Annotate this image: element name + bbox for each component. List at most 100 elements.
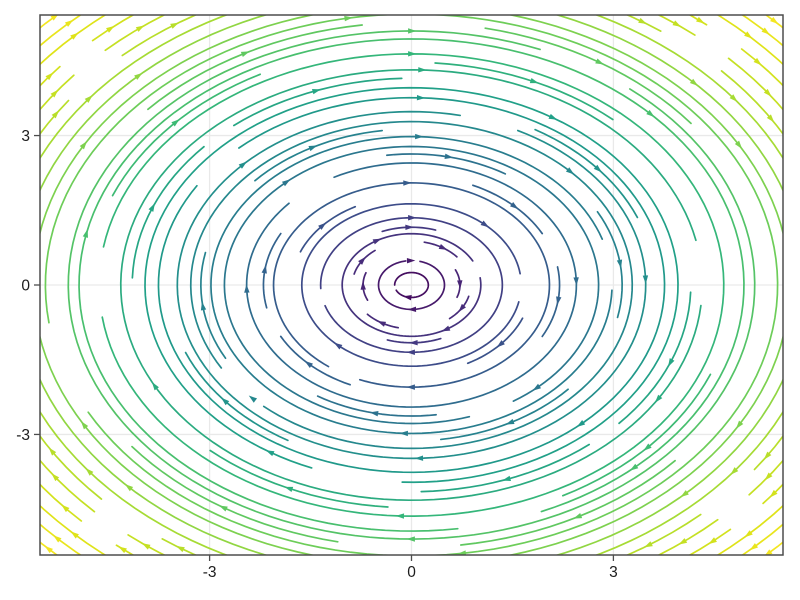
- flow-arrowhead: [304, 360, 313, 369]
- streamline-arc: [40, 15, 783, 555]
- flow-arrowhead: [708, 537, 717, 545]
- streamline-arc: [727, 57, 783, 111]
- streamline-arc: [625, 15, 662, 32]
- flow-arrowhead: [642, 275, 649, 284]
- flow-arrowhead: [654, 394, 663, 403]
- streamline-arc: [688, 15, 708, 26]
- flow-arrowhead: [529, 77, 539, 84]
- flow-arrowhead: [244, 284, 250, 293]
- flow-arrowhead: [416, 95, 426, 101]
- grid-lines: [40, 15, 783, 555]
- flow-arrowhead: [135, 25, 145, 32]
- streamline-arc: [40, 15, 82, 47]
- flow-arrowhead: [644, 541, 653, 548]
- streamline-arc: [554, 377, 783, 555]
- streamline-arc: [161, 538, 198, 555]
- streamline-arc: [561, 373, 712, 497]
- streamline-arc: [40, 483, 83, 522]
- streamline-arc: [434, 62, 614, 121]
- streamline-arc: [245, 162, 578, 408]
- flow-arrowhead: [61, 504, 70, 513]
- flow-arrowhead: [573, 513, 583, 519]
- streamline-arc: [40, 15, 269, 193]
- flow-arrowhead: [176, 546, 185, 553]
- streamline-arc: [223, 145, 600, 425]
- streamline-arc: [157, 96, 666, 474]
- y-tick-label: -3: [16, 427, 30, 444]
- streamline-arc: [144, 86, 679, 484]
- flow-arrowhead: [408, 215, 417, 221]
- flow-arrowhead: [764, 472, 773, 481]
- flow-arrowhead: [556, 296, 562, 306]
- streamline-arc: [40, 15, 107, 66]
- streamline-arc: [111, 73, 262, 197]
- flow-arrowhead: [53, 535, 62, 543]
- streamline-arc: [119, 68, 702, 502]
- flow-arrowhead: [548, 113, 558, 120]
- flow-arrowhead: [333, 342, 343, 350]
- streamline-arc: [657, 518, 719, 555]
- flow-arrowhead: [261, 264, 267, 274]
- streamline-arc: [40, 459, 96, 513]
- streamline-arc: [272, 182, 551, 388]
- streamline-arc: [740, 15, 783, 47]
- flow-arrowhead: [689, 78, 699, 86]
- streamline-arc: [40, 99, 70, 136]
- streamline-arc: [688, 528, 732, 555]
- flow-arrowhead: [219, 505, 228, 512]
- tick-labels: -3 0 3 -3 0 3: [16, 128, 618, 581]
- flow-arrowhead: [407, 306, 417, 313]
- flow-arrowhead: [457, 280, 463, 289]
- flow-arrowhead: [80, 421, 89, 430]
- streamline-arc: [300, 202, 521, 368]
- flow-arrowhead: [151, 381, 159, 391]
- streamline-arc: [40, 15, 783, 555]
- flow-arrowhead: [765, 549, 773, 555]
- flow-arrowhead: [406, 536, 415, 542]
- flow-arrowhead: [744, 530, 753, 538]
- flow-arrowhead: [414, 455, 424, 461]
- flow-arrowhead: [457, 550, 467, 555]
- flow-arrowhead: [148, 203, 155, 212]
- flow-arrowhead: [377, 321, 387, 327]
- y-tick-label: 0: [21, 278, 30, 295]
- flow-arrowhead: [369, 411, 379, 417]
- streamline-arc: [91, 15, 135, 42]
- flow-arrowhead: [360, 281, 366, 290]
- streamline-arc: [127, 534, 167, 555]
- flow-arrowhead: [766, 114, 775, 123]
- streamline-arc: [232, 77, 403, 127]
- flow-arrowhead: [44, 545, 53, 554]
- streamline-arc: [209, 449, 389, 508]
- flow-arrowhead: [124, 484, 134, 492]
- flow-arrowhead: [118, 546, 127, 554]
- flow-arrowhead: [82, 229, 88, 238]
- flow-arrowhead: [734, 140, 743, 149]
- flow-arrowhead: [134, 72, 143, 80]
- flow-arrowhead: [221, 397, 230, 406]
- flow-arrowhead: [141, 543, 151, 550]
- flow-arrowhead: [318, 222, 327, 230]
- flow-arrowhead: [770, 16, 779, 25]
- flow-arrowhead: [593, 164, 602, 173]
- flow-arrowhead: [405, 224, 414, 231]
- flow-arrowhead: [45, 72, 54, 81]
- flow-arrowhead: [763, 88, 772, 97]
- flow-arrowhead: [408, 28, 417, 34]
- flow-arrowhead: [406, 257, 416, 264]
- flow-arrowhead: [646, 109, 655, 118]
- flow-arrowhead: [749, 543, 759, 551]
- streamline-arc: [554, 15, 783, 193]
- flow-arrowhead: [51, 110, 60, 119]
- flow-arrowhead: [643, 443, 652, 451]
- flow-arrowhead: [171, 119, 180, 127]
- streamline-arc: [753, 434, 783, 471]
- flow-arrowhead: [638, 17, 647, 24]
- flow-arrowhead: [70, 531, 79, 539]
- streamline-arc: [40, 15, 59, 29]
- flow-arrowhead: [729, 94, 738, 102]
- flow-arrowhead: [284, 486, 294, 493]
- streamline-arc: [656, 15, 696, 36]
- flow-arrowhead: [64, 19, 74, 27]
